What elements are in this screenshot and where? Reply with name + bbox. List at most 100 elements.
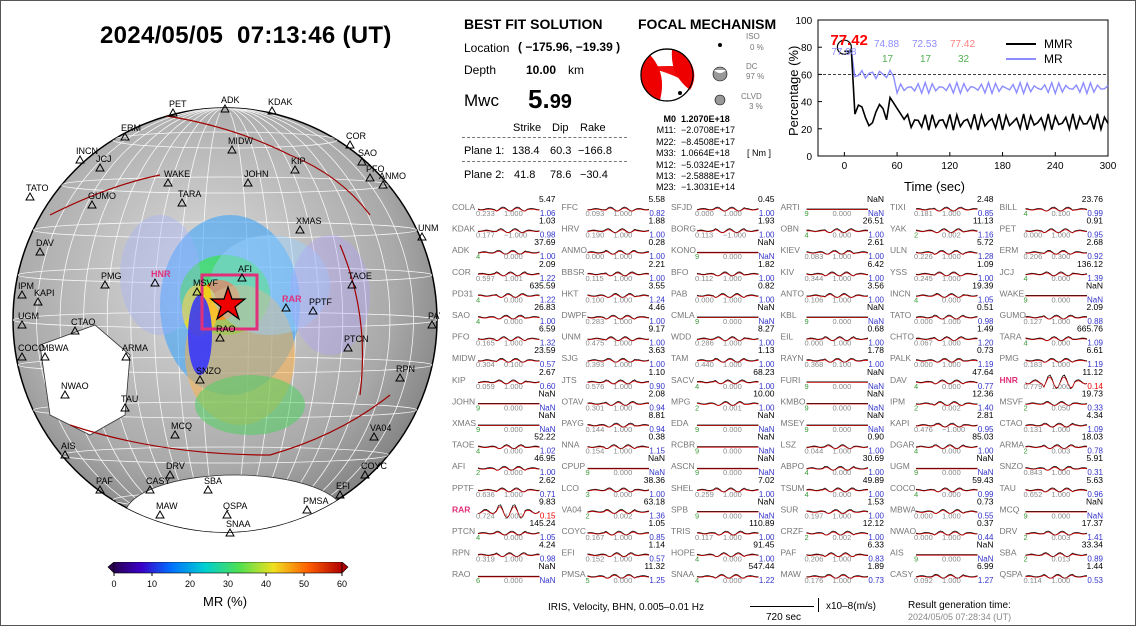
station-name: MPG [671, 396, 690, 406]
svg-text:CASY: CASY [146, 476, 171, 486]
station-hnr: HNR [150, 269, 171, 287]
synthetic-trace [915, 380, 978, 385]
station-ratio: 0.82 [649, 209, 665, 218]
station-ratio: 1.39 [1087, 274, 1103, 283]
station-ratio: 0.98 [978, 317, 994, 326]
station-param-b: 1.000 [504, 339, 523, 348]
time-scale-bar [750, 606, 814, 607]
station-ratio: 0.98 [540, 231, 556, 240]
station-cell-kapi: KAPI 2.81 0.476 −1.000 0.95 [890, 410, 994, 434]
observed-trace [915, 487, 978, 493]
station-ratio: 1.00 [868, 252, 884, 261]
station-misfit: 33.34 [1082, 540, 1104, 550]
station-cell-taoe: TAOE 52.22 4 0.000 1.02 [452, 432, 556, 456]
station-param-a: 4 [1024, 339, 1028, 348]
station-misfit: 1.88 [648, 216, 665, 226]
station-ratio: NaN [977, 468, 993, 477]
station-pmg: PMG [100, 271, 122, 289]
station-misfit: 1.14 [648, 540, 665, 550]
station-cell-incn: INCN 19.39 4 0.000 1.05 [890, 280, 994, 304]
station-cell-cmla: CMLA NaN 9 0.000 NaN [671, 302, 775, 326]
station-msvf: MSVF [192, 278, 219, 296]
synthetic-trace [806, 553, 869, 558]
station-misfit: 91.45 [753, 540, 775, 550]
station-name: ULN [890, 245, 907, 255]
station-name: NNA [562, 440, 580, 450]
observed-trace [1025, 422, 1088, 428]
dc-label: DC [746, 62, 758, 71]
station-name: UGM [890, 461, 910, 471]
synthetic-trace [915, 574, 978, 579]
synthetic-trace [1025, 207, 1088, 212]
station-cell-bfo: BFO 1.82 0.112 1.000 1.00 [671, 259, 775, 283]
station-param-b: 1.000 [504, 382, 523, 391]
station-cell-wdd: WDD 8.27 0.286 1.000 1.00 [671, 324, 775, 348]
synthetic-trace [477, 294, 540, 298]
plane1-dip: 60.3 [550, 145, 572, 157]
station-ratio: 0.77 [978, 382, 994, 391]
station-misfit: NaN [1086, 280, 1103, 290]
station-name: TIXI [890, 202, 906, 212]
station-ratio: 1.00 [540, 317, 556, 326]
tensor-row: M13: −2.5888E+17 [655, 171, 736, 182]
mw-value: 5.99 [528, 84, 572, 114]
station-param-a: 0.283 [586, 317, 605, 326]
station-name: TAU [1000, 483, 1016, 493]
station-misfit: 9.17 [648, 324, 665, 334]
station-misfit: 49.89 [863, 475, 885, 485]
station-misfit: 1.89 [867, 561, 884, 571]
synthetic-trace [696, 531, 759, 536]
observed-trace [915, 314, 978, 320]
observed-trace [1025, 444, 1088, 449]
station-param-b: 0.000 [1052, 339, 1071, 348]
svg-text:KIP: KIP [291, 156, 306, 166]
map-layers [13, 108, 437, 532]
mr-ytick: 100 [796, 16, 813, 27]
station-payg: PAYG [427, 311, 440, 329]
observed-trace [915, 573, 978, 579]
station-name: TATO [890, 310, 912, 320]
synthetic-trace [477, 466, 540, 471]
synthetic-trace [806, 466, 869, 471]
station-ratio: 0.99 [1087, 209, 1103, 218]
station-name: ASCN [671, 461, 695, 471]
station-param-a: 9 [914, 468, 918, 477]
station-param-b: 1.000 [614, 274, 633, 283]
station-param-b: 1.000 [1052, 382, 1071, 391]
svg-text:PAYG: PAYG [428, 311, 440, 321]
svg-text:DRV: DRV [166, 461, 185, 471]
svg-text:IPM: IPM [18, 281, 34, 291]
station-param-b: 1.000 [942, 317, 961, 326]
station-name: KIV [781, 267, 795, 277]
station-name: SJG [562, 353, 579, 363]
station-name: TARA [1000, 332, 1022, 342]
station-param-b: 1.000 [1052, 576, 1071, 585]
station-param-a: 4 [805, 490, 809, 499]
station-param-a: 3 [586, 490, 590, 499]
station-cell-tato: TATO 0.51 0.000 1.000 0.98 [890, 302, 994, 326]
station-ratio: 1.00 [868, 468, 884, 477]
synthetic-trace [587, 315, 650, 320]
station-param-a: 0.059 [476, 382, 495, 391]
station-cell-msvf: MSVF 19.73 2 0.050 0.33 [1000, 388, 1104, 412]
station-misfit: 63.18 [644, 496, 666, 506]
station-name: LSZ [781, 440, 797, 450]
station-param-b: 1.000 [1052, 231, 1071, 240]
svg-text:JCJ: JCJ [96, 154, 112, 164]
station-param-a: 4 [695, 555, 699, 564]
station-ratio: 1.32 [540, 339, 556, 348]
beachball [640, 48, 695, 102]
observed-trace [1025, 552, 1088, 557]
station-misfit: 11.12 [1082, 367, 1103, 377]
observed-trace [915, 206, 978, 212]
station-cell-kmbo: KMBO NaN 9 0.000 NaN [781, 388, 885, 412]
station-name: TRIS [671, 526, 691, 536]
epicenter-star [209, 285, 247, 321]
svg-text:QSPA: QSPA [223, 501, 247, 511]
station-name: ANMO [562, 245, 588, 255]
svg-text:TAU: TAU [121, 394, 138, 404]
station-misfit: NaN [867, 196, 884, 204]
station-ratio: 0.55 [978, 511, 994, 520]
station-cell-shel: SHEL 7.02 0.259 1.000 1.00 [671, 475, 775, 499]
station-param-a: 0.779 [1024, 382, 1043, 391]
